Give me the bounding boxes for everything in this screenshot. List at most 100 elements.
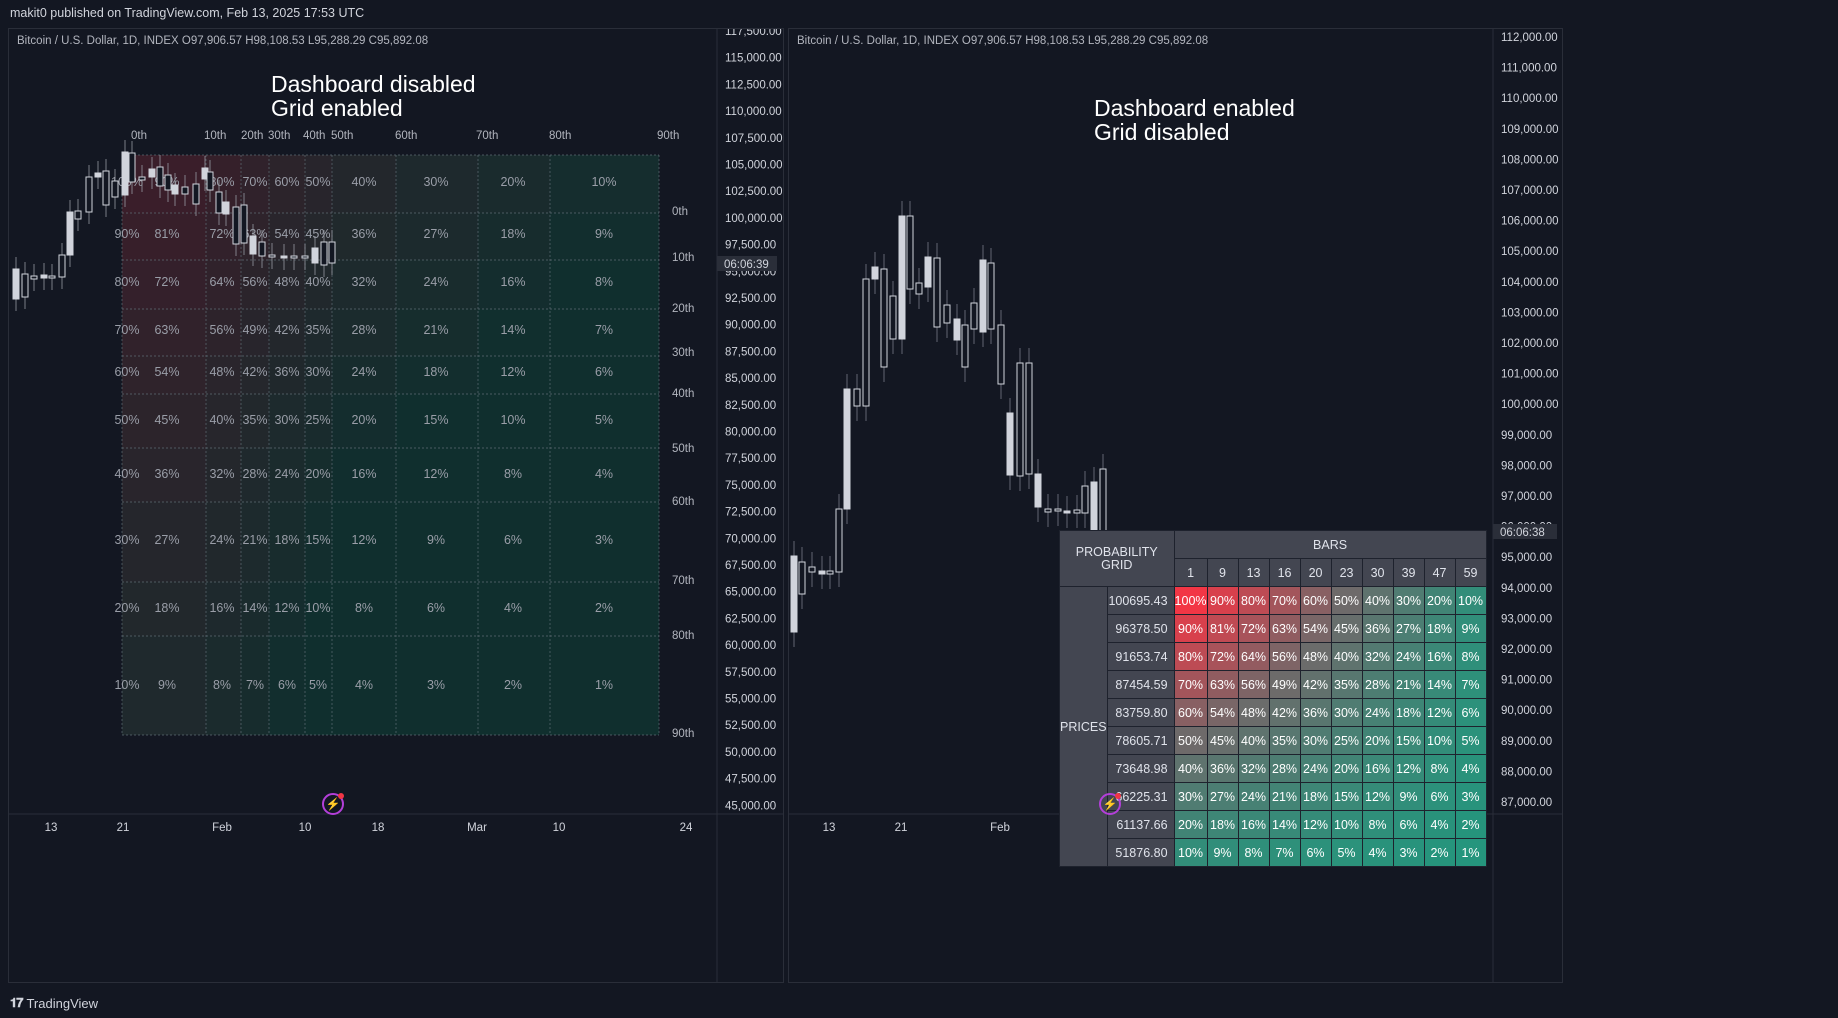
probability-cell: 6% [1392,810,1425,839]
right-price-tick: 105,000.00 [1501,246,1559,258]
grid-cell-label: 6% [504,533,522,547]
grid-cell-label: 6% [427,601,445,615]
grid-cell-label: 54% [274,227,299,241]
candle [970,302,978,330]
left-chart-canvas[interactable]: 117,500.00 115,000.00 112,500.00 110,000.00… [9,29,784,983]
right-time-tick: 13 [823,822,836,834]
grid-cell [478,582,550,636]
grid-cell [478,636,550,735]
left-flash-icon[interactable]: ⚡ [322,793,344,815]
probability-cell: 24% [1361,698,1394,727]
grid-cell-label: 40% [305,275,330,289]
probability-cell: 90% [1173,614,1208,643]
grid-cell-label: 8% [504,467,522,481]
left-price-tick: 100,000.00 [725,213,783,225]
left-time-tick: 10 [553,822,566,834]
grid-column-label: 20th [241,130,263,142]
grid-cell-label: 16% [351,467,376,481]
candle [987,262,995,330]
prices-label: PRICES [1059,586,1108,867]
grid-column-label: 40th [303,130,325,142]
probability-cell: 20% [1173,810,1208,839]
probability-cell: 3% [1392,838,1425,867]
grid-cell-label: 30% [274,413,299,427]
right-chart-panel[interactable]: 112,000.00 111,000.00 110,000.00 109,000.00… [788,28,1563,983]
left-time-tick: 24 [680,822,693,834]
candle [871,266,879,280]
candle [280,255,288,259]
grid-cell-label: 36% [154,467,179,481]
grid-cell-label: 90% [114,227,139,241]
grid-cell-label: 80% [114,275,139,289]
grid-cell-label: 50% [114,413,139,427]
table-row: 51876.80 10% 9% 8% 7% 6% 5% 4% 3% 2% 1% [1060,838,1487,867]
right-price-tick: 88,000.00 [1501,766,1552,778]
probability-cell: 56% [1237,670,1270,699]
table-row: 66225.31 30% 27% 24% 21% 18% 15% 12% 9% 6% 3% [1060,782,1487,811]
tradingview-logo[interactable]: 𝟏𝟕 TradingView [10,995,98,1011]
grid-cell [332,155,396,213]
grid-cell [332,394,396,448]
grid-cell-label: 40% [351,175,376,189]
candle [74,210,82,220]
grid-cell-label: 63% [154,323,179,337]
grid-cell-label: 48% [274,275,299,289]
grid-cell [269,213,305,260]
grid-cell [550,582,659,636]
price-row-label: 83759.80 [1106,698,1175,727]
probability-cell: 72% [1237,614,1270,643]
candle [301,255,309,259]
candle [997,324,1005,385]
probability-cell: 12% [1299,810,1332,839]
probability-cell: 36% [1299,698,1332,727]
table-row: 96378.50 90% 81% 72% 63% 54% 45% 36% 27% 18% 9% [1060,614,1487,643]
grid-cell-label: 8% [355,601,373,615]
probability-cell: 72% [1206,642,1239,671]
candle [1090,481,1098,535]
probability-cell: 20% [1361,726,1394,755]
probability-cell: 16% [1423,642,1456,671]
probability-cell: 15% [1330,782,1363,811]
grid-cell [305,502,332,582]
probability-cell: 7% [1268,838,1301,867]
candle [790,555,798,633]
table-row: 73648.98 40% 36% 32% 28% 24% 20% 16% 12% 8% 4% [1060,754,1487,783]
probability-cell: 6% [1299,838,1332,867]
grid-row-label: 50th [672,443,694,455]
probability-cell: 54% [1206,698,1239,727]
probability-cell: 45% [1206,726,1239,755]
grid-cell-label: 10% [500,413,525,427]
left-price-tick: 80,000.00 [725,427,776,439]
right-price-tick: 89,000.00 [1501,736,1552,748]
grid-cell [269,155,305,213]
grid-cell [396,394,478,448]
left-chart-panel[interactable]: 117,500.00 115,000.00 112,500.00 110,000.00… [8,28,784,983]
footer: 𝟏𝟕 TradingView [0,988,1838,1018]
probability-cell: 48% [1299,642,1332,671]
table-row: 87454.59 70% 63% 56% 49% 42% 35% 28% 21% 14% 7% [1060,670,1487,699]
grid-cell-label: 21% [242,533,267,547]
right-price-tick: 106,000.00 [1501,216,1559,228]
grid-cell [396,636,478,735]
grid-cell [122,636,206,735]
candle [94,172,102,178]
left-price-tick: 112,500.00 [725,79,782,91]
right-flash-icon[interactable]: ⚡ [1099,793,1121,815]
candle [268,254,276,258]
right-price-tick: 98,000.00 [1501,460,1552,472]
probability-cell: 36% [1361,614,1394,643]
probability-cell: 15% [1392,726,1425,755]
grid-cell-label: 5% [309,678,327,692]
probability-cell: 90% [1206,586,1239,615]
grid-cell-label: 35% [305,323,330,337]
candle [58,254,66,278]
bars-column-header: 1 [1173,558,1208,587]
table-row: 78605.71 50% 45% 40% 35% 30% 25% 20% 15% 10% 5% [1060,726,1487,755]
probability-cell: 30% [1330,698,1363,727]
grid-cell-label: 15% [305,533,330,547]
grid-column-label: 90th [657,130,679,142]
grid-column-label: 0th [131,130,147,142]
probability-cell: 9% [1206,838,1239,867]
probability-cell: 28% [1268,754,1301,783]
candle [889,295,897,340]
